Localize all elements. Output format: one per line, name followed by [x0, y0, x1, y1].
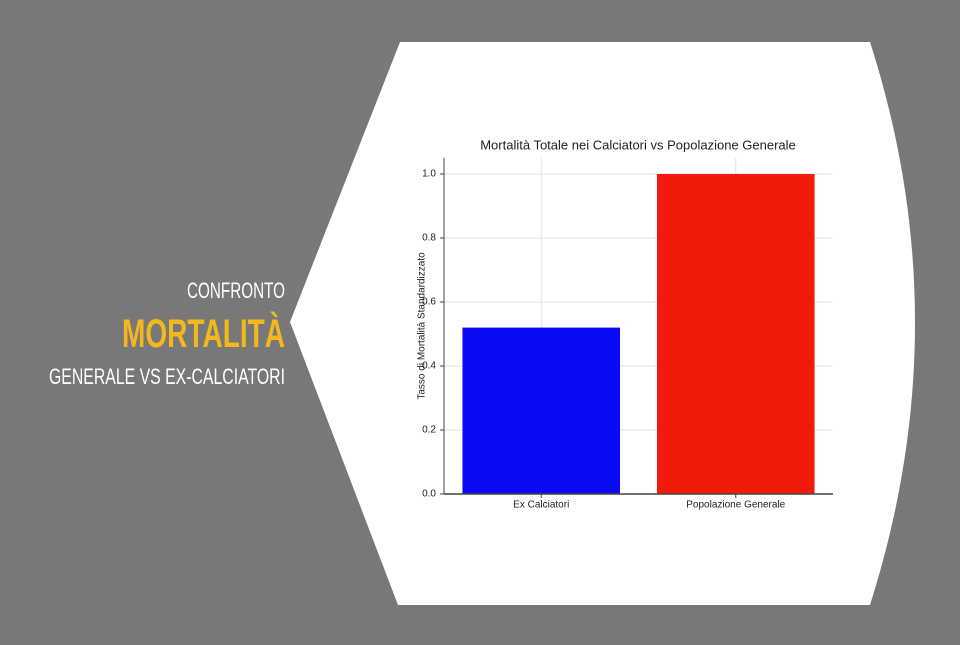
- y-tick-label: 0.4: [422, 361, 436, 372]
- x-tick-label: Ex Calciatori: [513, 500, 569, 511]
- kicker: CONFRONTO: [187, 278, 285, 303]
- y-tick-label: 0.6: [422, 297, 436, 308]
- subtitle: GENERALE VS EX-CALCIATORI: [49, 364, 285, 389]
- bar: [656, 174, 815, 494]
- bar: [462, 327, 621, 494]
- title: MORTALITÀ: [122, 311, 285, 356]
- y-tick-label: 0.2: [422, 425, 436, 436]
- y-tick-label: 0.0: [422, 489, 436, 500]
- y-tick-label: 1.0: [422, 169, 436, 180]
- chart: Mortalità Totale nei Calciatori vs Popol…: [417, 137, 833, 511]
- chart-title: Mortalità Totale nei Calciatori vs Popol…: [480, 137, 796, 152]
- y-tick-label: 0.8: [422, 233, 436, 244]
- y-axis-label: Tasso di Mortalità Standardizzato: [417, 252, 428, 400]
- callout-shape: [290, 42, 915, 605]
- x-tick-label: Popolazione Generale: [686, 500, 785, 511]
